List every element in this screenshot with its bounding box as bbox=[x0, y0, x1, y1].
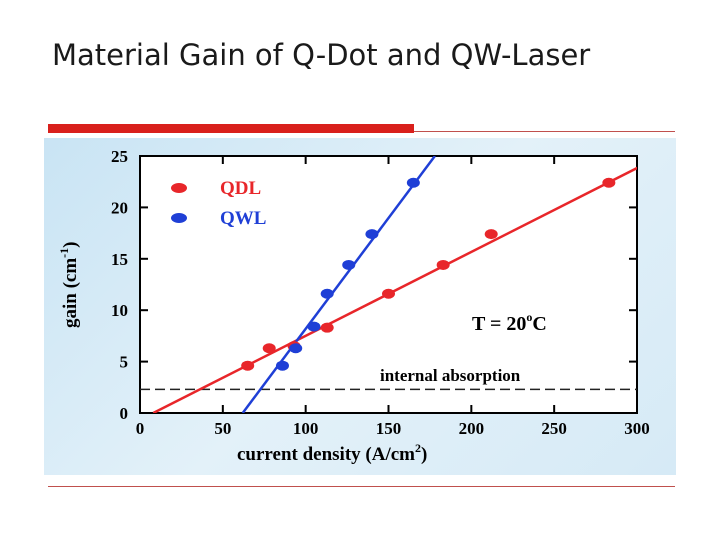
data-point-qwl bbox=[342, 259, 356, 270]
x-tick-label: 50 bbox=[214, 419, 231, 438]
x-tick-label: 100 bbox=[293, 419, 319, 438]
data-point-qdl bbox=[602, 177, 616, 188]
slide-title: Material Gain of Q-Dot and QW-Laser bbox=[52, 38, 591, 72]
legend-marker-qwl bbox=[171, 213, 187, 223]
data-point-qwl bbox=[320, 288, 334, 299]
x-tick-label: 250 bbox=[541, 419, 567, 438]
data-point-qdl bbox=[320, 322, 334, 333]
title-divider-accent bbox=[48, 124, 414, 133]
internal-absorption-label: internal absorption bbox=[380, 366, 521, 385]
legend: QDL QWL bbox=[171, 178, 266, 229]
y-tick-label: 10 bbox=[111, 301, 128, 320]
data-point-qwl bbox=[307, 321, 321, 332]
y-tick-label: 5 bbox=[120, 353, 129, 372]
bottom-divider bbox=[48, 486, 675, 487]
legend-label-qwl: QWL bbox=[220, 208, 266, 229]
x-tick-label: 150 bbox=[376, 419, 402, 438]
data-point-qdl bbox=[241, 360, 255, 371]
x-tick-label: 300 bbox=[624, 419, 650, 438]
data-point-qdl bbox=[262, 343, 276, 354]
temperature-annotation: T = 20oC bbox=[472, 310, 547, 335]
fit-line-qdl bbox=[152, 166, 637, 413]
x-axis: 0 50 100 150 200 250 300 bbox=[136, 156, 650, 438]
data-point-qdl bbox=[436, 259, 450, 270]
legend-label-qdl: QDL bbox=[220, 178, 261, 199]
fit-line-qwl bbox=[241, 156, 436, 413]
data-point-qwl bbox=[365, 229, 379, 240]
data-point-qdl bbox=[382, 288, 395, 299]
x-axis-label: current density (A/cm2) bbox=[237, 441, 427, 465]
y-axis: 0 5 10 15 20 25 bbox=[111, 147, 637, 423]
plot-area bbox=[139, 155, 638, 414]
y-tick-label: 25 bbox=[111, 147, 128, 166]
y-tick-label: 0 bbox=[120, 404, 129, 423]
y-axis-label: gain (cm-1) bbox=[57, 241, 81, 328]
y-tick-label: 20 bbox=[111, 198, 128, 217]
data-point-qdl bbox=[484, 229, 498, 240]
data-markers bbox=[241, 177, 616, 371]
legend-marker-qdl bbox=[171, 183, 187, 193]
fit-lines bbox=[152, 156, 637, 413]
data-point-qwl bbox=[406, 177, 420, 188]
data-point-qwl bbox=[289, 343, 303, 354]
x-tick-label: 0 bbox=[136, 419, 145, 438]
x-tick-label: 200 bbox=[459, 419, 485, 438]
gain-chart: 0 5 10 15 20 25 0 50 100 150 200 250 300 QDL QWL T … bbox=[57, 147, 650, 465]
y-tick-label: 15 bbox=[111, 250, 128, 269]
data-point-qwl bbox=[275, 360, 289, 371]
